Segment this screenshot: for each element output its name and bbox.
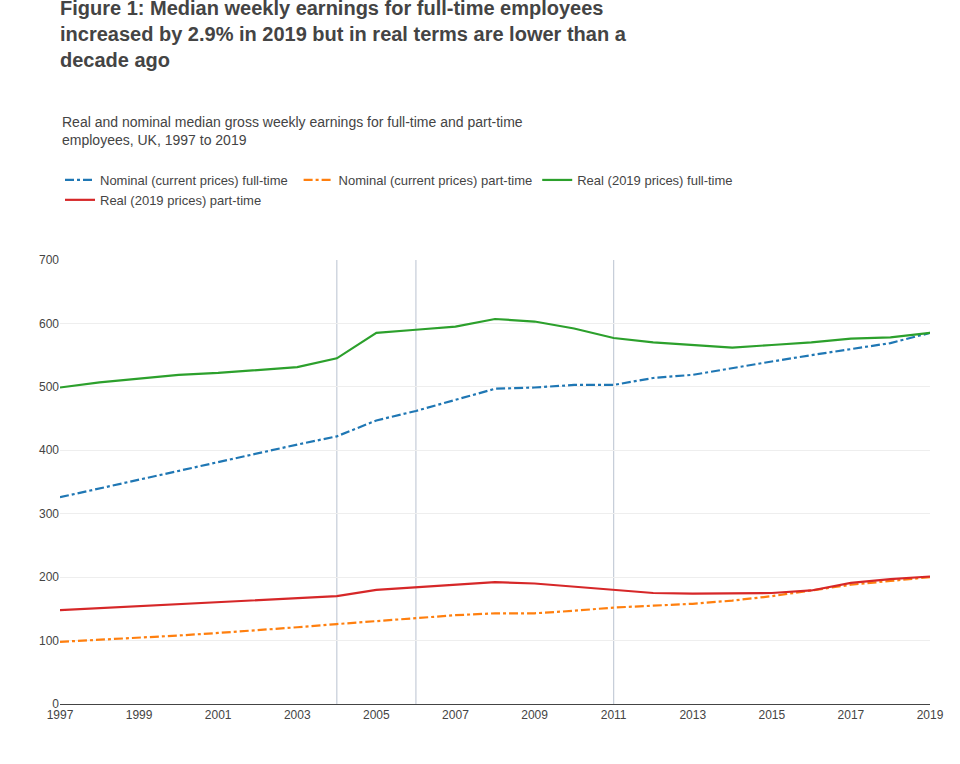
svg-text:100: 100 bbox=[39, 634, 59, 648]
svg-text:600: 600 bbox=[39, 317, 59, 331]
svg-text:2003: 2003 bbox=[284, 708, 311, 722]
svg-text:Real and nominal median gross: Real and nominal median gross weekly ear… bbox=[62, 114, 523, 148]
svg-text:Nominal (current prices) full-: Nominal (current prices) full-time bbox=[100, 173, 288, 188]
svg-text:2001: 2001 bbox=[205, 708, 232, 722]
svg-text:2011: 2011 bbox=[601, 708, 627, 722]
svg-text:2007: 2007 bbox=[442, 708, 469, 722]
svg-text:Figure 1: Median weekly earnin: Figure 1: Median weekly earnings for ful… bbox=[60, 0, 627, 71]
svg-text:2005: 2005 bbox=[363, 708, 390, 722]
svg-text:Real (2019 prices) part-time: Real (2019 prices) part-time bbox=[100, 193, 261, 208]
svg-text:2017: 2017 bbox=[838, 708, 865, 722]
svg-text:300: 300 bbox=[39, 507, 59, 521]
svg-text:2013: 2013 bbox=[679, 708, 706, 722]
svg-text:2009: 2009 bbox=[521, 708, 548, 722]
svg-text:500: 500 bbox=[39, 380, 59, 394]
svg-text:Real (2019 prices) full-time: Real (2019 prices) full-time bbox=[577, 173, 732, 188]
svg-text:200: 200 bbox=[39, 570, 59, 584]
svg-text:400: 400 bbox=[39, 443, 59, 457]
svg-text:700: 700 bbox=[39, 253, 59, 267]
svg-text:0: 0 bbox=[52, 697, 59, 711]
svg-text:1999: 1999 bbox=[126, 708, 153, 722]
svg-text:1997: 1997 bbox=[47, 708, 74, 722]
svg-text:2019: 2019 bbox=[917, 708, 944, 722]
svg-text:2015: 2015 bbox=[758, 708, 785, 722]
svg-text:Nominal (current prices) part-: Nominal (current prices) part-time bbox=[339, 173, 533, 188]
